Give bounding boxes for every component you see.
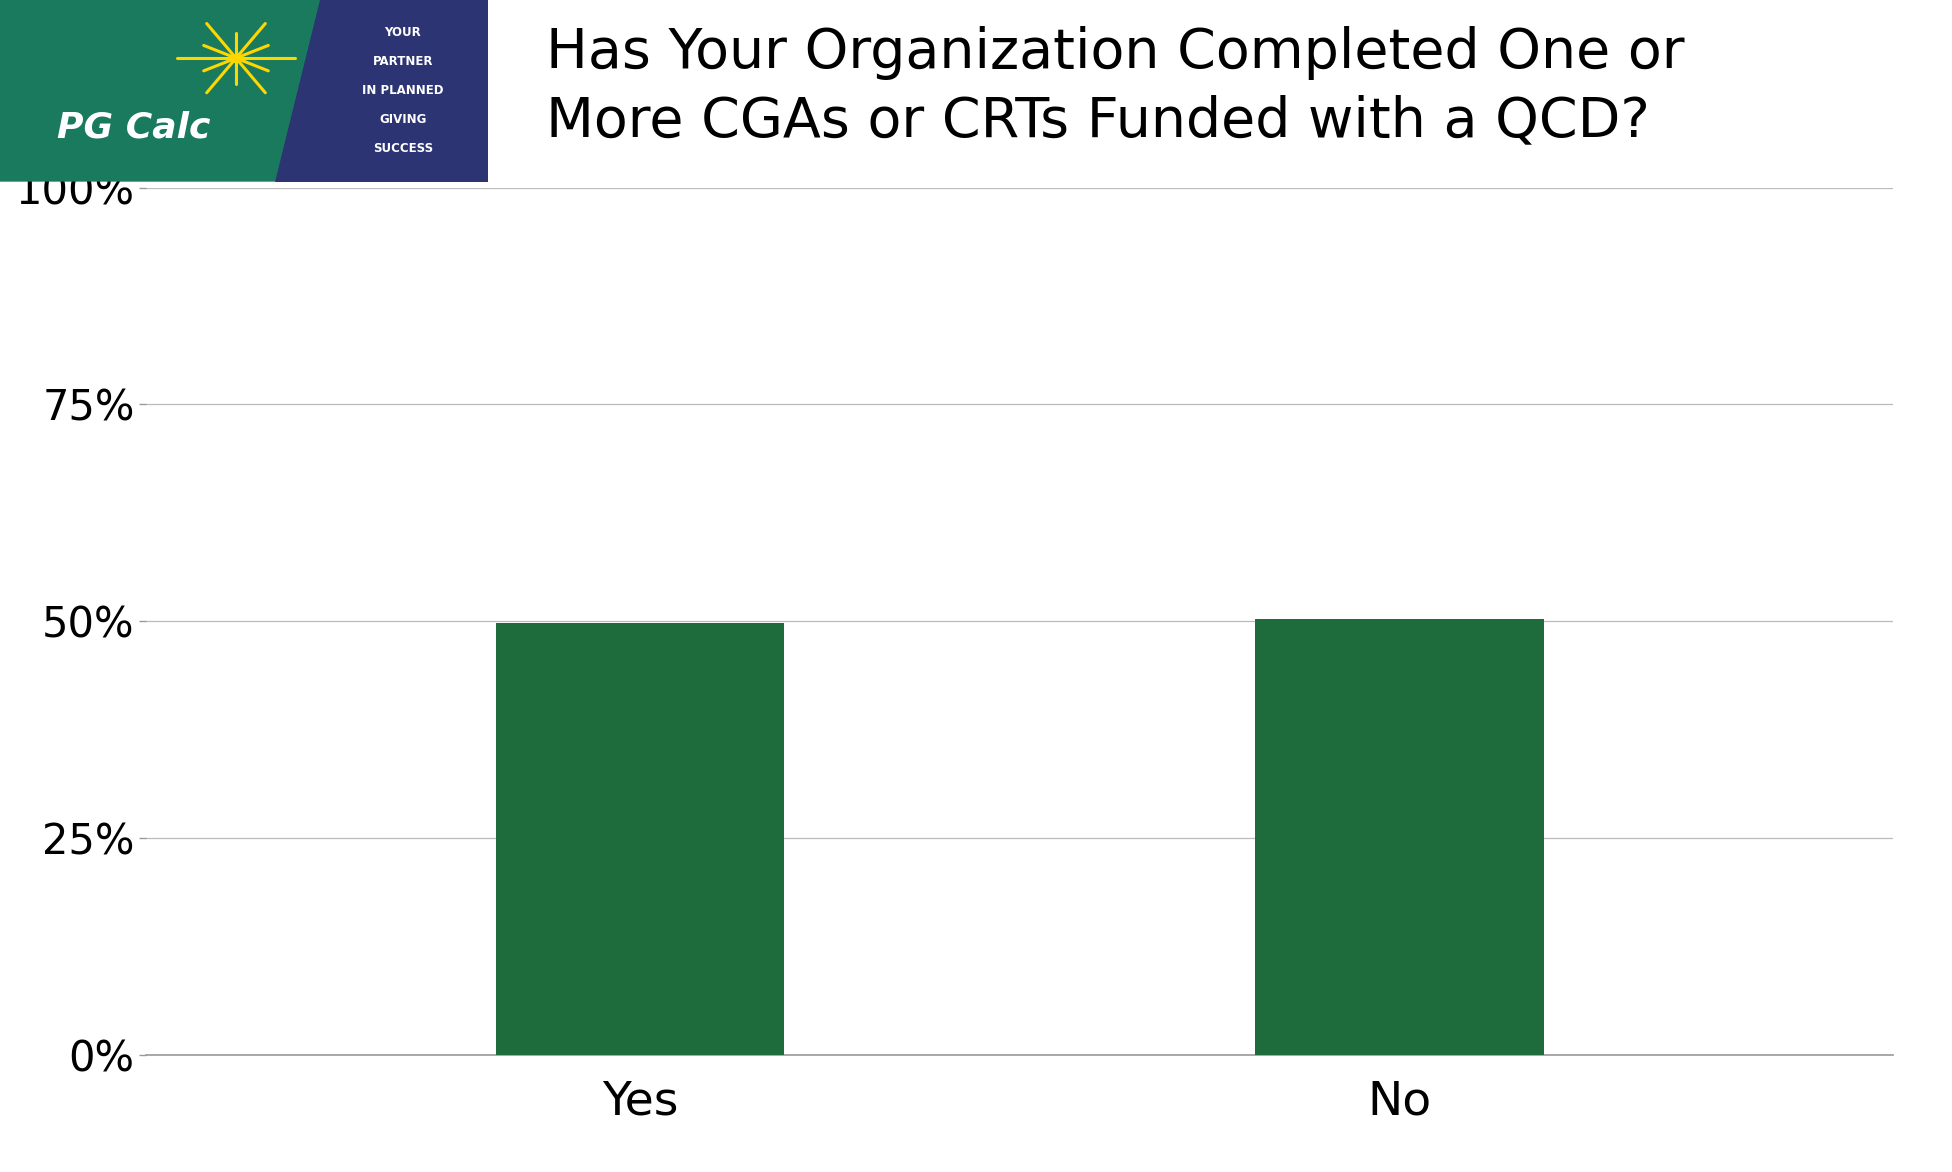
Text: Has Your Organization Completed One or
More CGAs or CRTs Funded with a QCD?: Has Your Organization Completed One or M… bbox=[547, 26, 1685, 149]
Text: GIVING: GIVING bbox=[379, 114, 426, 127]
Text: IN PLANNED: IN PLANNED bbox=[361, 84, 443, 97]
Polygon shape bbox=[275, 0, 488, 182]
Text: SUCCESS: SUCCESS bbox=[373, 143, 433, 156]
Bar bbox=[1255, 620, 1544, 1055]
Polygon shape bbox=[312, 159, 361, 182]
Polygon shape bbox=[0, 0, 361, 182]
Text: PG Calc: PG Calc bbox=[57, 110, 211, 144]
Text: PARTNER: PARTNER bbox=[373, 55, 433, 68]
Text: YOUR: YOUR bbox=[385, 26, 422, 39]
Bar bbox=[496, 622, 785, 1055]
